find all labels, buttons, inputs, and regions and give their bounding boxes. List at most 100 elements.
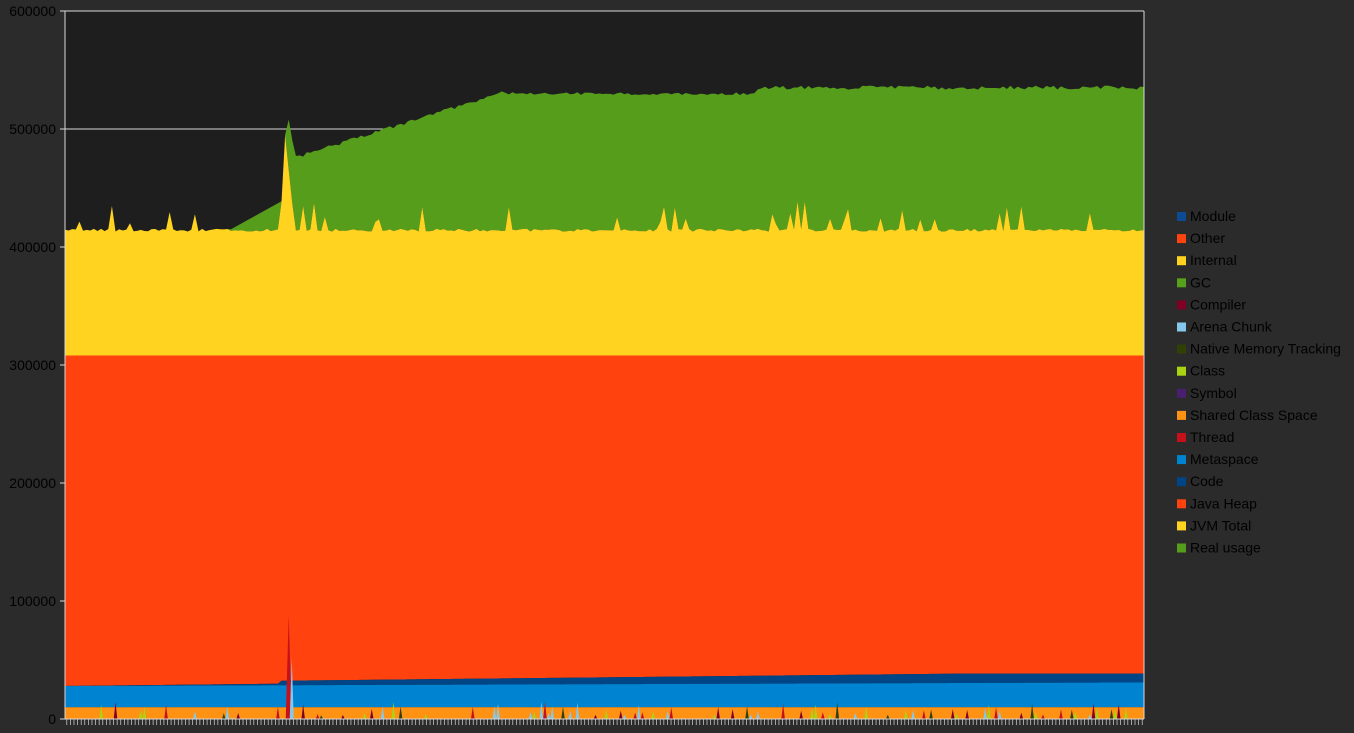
legend-swatch — [1177, 410, 1186, 420]
legend-label: Java Heap — [1190, 495, 1257, 511]
spike-compiler — [618, 710, 623, 719]
spike-thread — [640, 712, 645, 719]
spike-class — [864, 706, 868, 719]
spike-compiler — [1091, 703, 1096, 719]
legend-label: Other — [1190, 230, 1225, 246]
spike-class — [1073, 711, 1078, 719]
spike-thread — [315, 713, 320, 719]
spike-arena-chunk — [496, 703, 500, 719]
legend-swatch — [1177, 388, 1186, 398]
spike-arena-chunk — [911, 710, 915, 719]
spike-compiler — [113, 701, 118, 719]
y-tick-label: 400000 — [9, 239, 56, 255]
spike-class — [1033, 711, 1038, 719]
spike-native-memory-tracking — [221, 713, 226, 719]
spike-native-memory-tracking — [561, 706, 565, 719]
legend: Module Other Internal GC Compiler Arena Chunk… — [1177, 208, 1341, 556]
y-tick-label: 0 — [48, 711, 56, 727]
spike-compiler — [1019, 712, 1024, 719]
spike-thread — [994, 707, 998, 719]
legend-label: Code — [1190, 473, 1224, 489]
spike-class — [424, 714, 428, 719]
legend-swatch — [1177, 234, 1186, 244]
spike-arena-chunk — [636, 705, 641, 719]
spike-arena-chunk — [193, 711, 197, 719]
spike-arena-chunk — [539, 701, 544, 719]
spike-class — [1113, 708, 1117, 719]
spike-compiler — [1116, 704, 1121, 719]
spike-thread — [1041, 714, 1045, 719]
spike-class — [391, 702, 396, 719]
spike-thread — [164, 704, 168, 719]
spike-class — [362, 712, 367, 719]
spike-arena-chunk — [983, 707, 988, 719]
y-tick-label: 200000 — [9, 475, 56, 491]
legend-label: Native Memory Tracking — [1190, 341, 1341, 357]
spike-class — [828, 713, 832, 719]
area-jvm-total — [65, 134, 1144, 356]
spike-arena-chunk — [748, 714, 753, 719]
spike-arena-chunk — [546, 713, 551, 719]
legend-label: Real usage — [1190, 540, 1261, 556]
spike-compiler — [301, 704, 305, 719]
spike-native-memory-tracking — [1030, 704, 1034, 719]
y-tick-label: 300000 — [9, 357, 56, 373]
legend-label: Class — [1190, 363, 1225, 379]
legend-label: Thread — [1190, 429, 1234, 445]
spike-compiler — [593, 714, 598, 719]
legend-swatch — [1177, 477, 1186, 487]
spike-arena-chunk — [665, 710, 670, 719]
spike-native-memory-tracking — [1109, 709, 1114, 719]
spike-arena-chunk — [1088, 714, 1092, 719]
spike-arena-chunk — [528, 711, 533, 719]
spike-class — [712, 714, 717, 719]
legend-swatch — [1177, 366, 1186, 376]
legend-swatch — [1177, 300, 1186, 310]
spike-class — [651, 711, 656, 719]
spike-arena-chunk-peak — [289, 657, 294, 719]
legend-swatch — [1177, 212, 1186, 221]
spike-class — [532, 711, 536, 719]
spike-class — [99, 704, 103, 719]
spike-thread — [1059, 709, 1063, 719]
area-real-usage — [65, 85, 1144, 232]
spike-class — [987, 704, 991, 719]
spike-class — [954, 713, 959, 719]
area-metaspace — [65, 682, 1144, 708]
spike-native-memory-tracking — [319, 715, 324, 719]
spike-native-memory-tracking — [929, 709, 933, 719]
spike-class — [1095, 706, 1099, 719]
spike-arena-chunk — [853, 712, 858, 719]
spike-thread — [470, 706, 475, 719]
spike-thread — [669, 707, 674, 719]
area-code — [65, 673, 1144, 686]
area-shared-class-space — [65, 707, 1144, 719]
spike-thread — [633, 712, 637, 719]
legend-label: Metaspace — [1190, 451, 1259, 467]
spike-thread — [781, 704, 785, 719]
legend-swatch — [1177, 278, 1186, 288]
legend-label: Module — [1190, 208, 1236, 224]
spike-marks — [99, 615, 1128, 719]
spike-compiler — [716, 706, 720, 719]
spike-thread — [543, 701, 547, 719]
legend-swatch — [1177, 322, 1186, 332]
spike-compiler — [950, 709, 955, 719]
spike-arena-chunk — [492, 706, 497, 719]
legend-swatch — [1177, 344, 1186, 354]
spike-arena-chunk — [997, 710, 1002, 719]
legend-label: JVM Total — [1190, 517, 1251, 533]
spike-compiler — [369, 708, 374, 719]
spike-arena-chunk — [568, 710, 573, 719]
spike-thread — [922, 710, 926, 719]
stacked-areas — [65, 85, 1144, 719]
spike-native-memory-tracking — [398, 706, 403, 719]
legend-label: Compiler — [1190, 296, 1246, 312]
legend-swatch — [1177, 256, 1186, 266]
y-tick-label: 500000 — [9, 121, 56, 137]
spike-class — [604, 709, 609, 719]
y-tick-labels: 0 100000 200000 300000 400000 500000 600000 — [9, 3, 65, 727]
spike-compiler — [236, 712, 241, 719]
spike-native-memory-tracking — [885, 714, 890, 719]
y-tick-label: 600000 — [9, 3, 56, 19]
